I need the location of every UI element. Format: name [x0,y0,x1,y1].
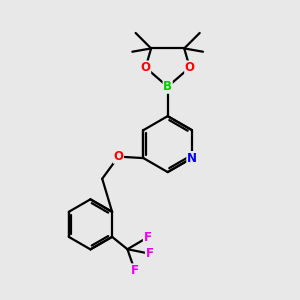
Text: B: B [163,80,172,93]
Text: F: F [146,247,154,260]
Text: F: F [131,264,139,277]
Text: N: N [187,152,197,165]
Text: F: F [143,231,152,244]
Text: O: O [185,61,195,74]
Text: O: O [113,150,123,163]
Text: O: O [141,61,151,74]
